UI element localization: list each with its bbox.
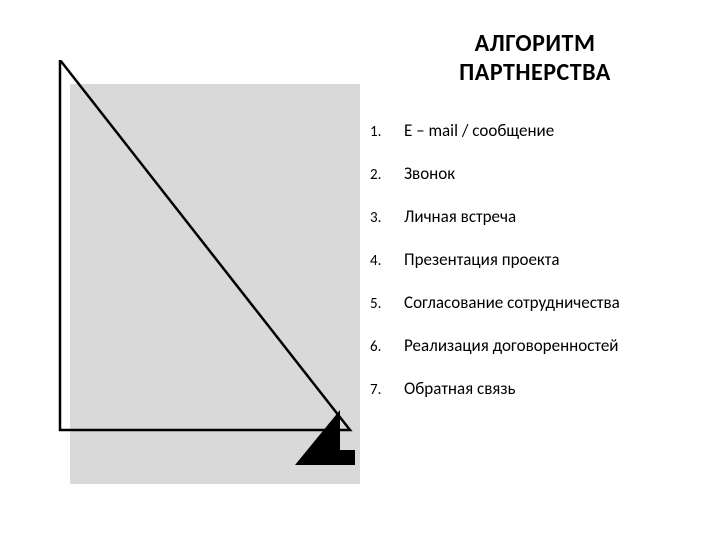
content-area: АЛГОРИТМ ПАРТНЕРСТВА 1.E – mail / сообще… xyxy=(370,30,700,421)
algorithm-list: 1.E – mail / сообщение 2.Звонок 3.Личная в… xyxy=(370,120,700,399)
list-item-text: Звонок xyxy=(396,163,455,184)
list-item-number: 4. xyxy=(370,252,396,270)
page-title: АЛГОРИТМ ПАРТНЕРСТВА xyxy=(370,30,700,88)
arrow-icon xyxy=(295,410,355,465)
title-line-2: ПАРТНЕРСТВА xyxy=(459,58,611,87)
list-item-number: 5. xyxy=(370,295,396,313)
outline-triangle-shape xyxy=(60,60,350,430)
arrow-shape xyxy=(295,410,355,465)
list-item-text: E – mail / сообщение xyxy=(396,120,554,141)
list-item-text: Презентация проекта xyxy=(396,249,560,270)
list-item-number: 3. xyxy=(370,209,396,227)
list-item-number: 1. xyxy=(370,123,396,141)
title-line-1: АЛГОРИТМ xyxy=(475,29,596,58)
list-item-number: 6. xyxy=(370,338,396,356)
list-item: 6.Реализация договоренностей xyxy=(370,335,700,356)
list-item: 2.Звонок xyxy=(370,163,700,184)
list-item-number: 7. xyxy=(370,381,396,399)
list-item: 5.Согласование сотрудничества xyxy=(370,292,700,313)
list-item-text: Реализация договоренностей xyxy=(396,335,618,356)
list-item: 1.E – mail / сообщение xyxy=(370,120,700,141)
list-item-text: Личная встреча xyxy=(396,206,516,227)
graphic-area xyxy=(50,60,370,500)
list-item-number: 2. xyxy=(370,166,396,184)
list-item-text: Согласование сотрудничества xyxy=(396,292,620,313)
list-item: 4.Презентация проекта xyxy=(370,249,700,270)
list-item: 3.Личная встреча xyxy=(370,206,700,227)
list-item-text: Обратная связь xyxy=(396,378,516,399)
list-item: 7.Обратная связь xyxy=(370,378,700,399)
